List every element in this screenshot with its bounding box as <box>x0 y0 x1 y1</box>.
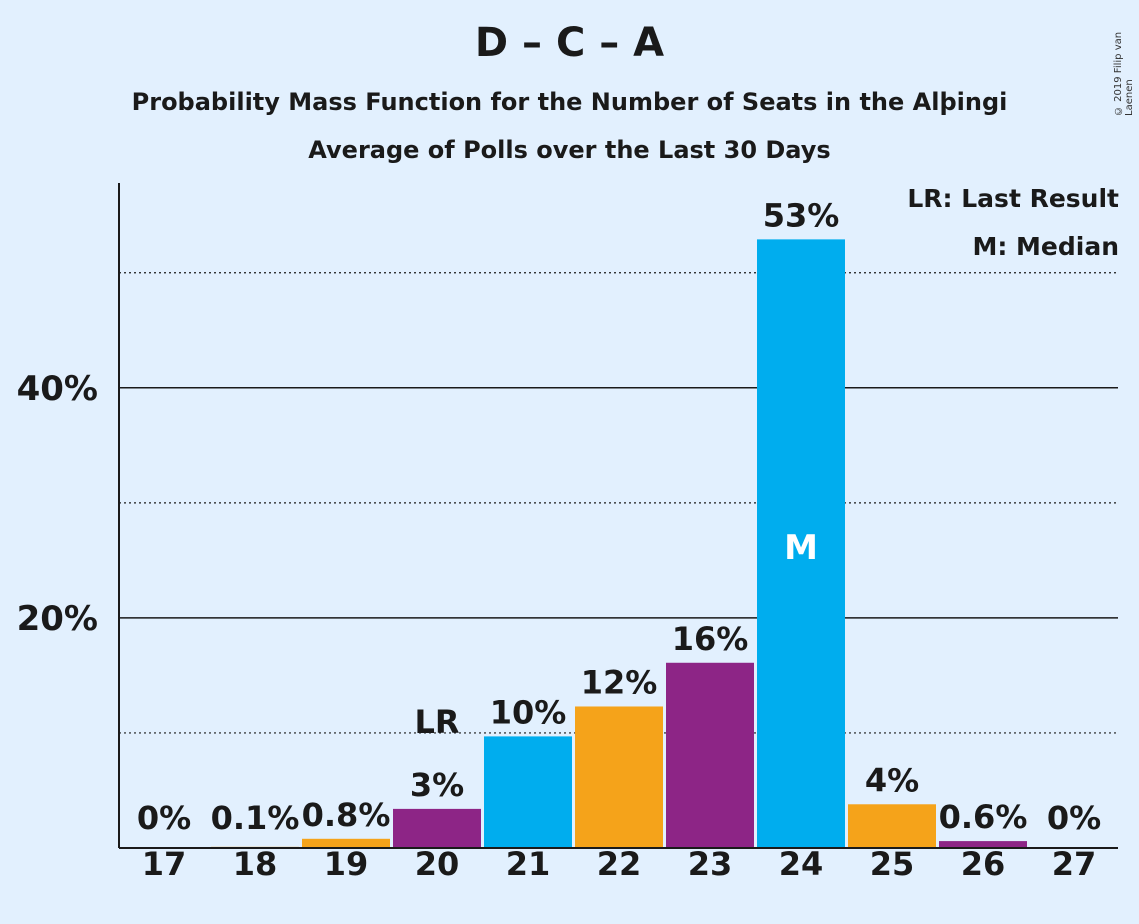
x-tick-label: 24 <box>779 845 824 883</box>
x-tick-label: 17 <box>142 845 187 883</box>
bar-value-label: 10% <box>490 693 567 731</box>
bar-value-label: 0.1% <box>211 799 300 837</box>
legend-median: M: Median <box>972 232 1119 261</box>
y-tick-label: 40% <box>17 369 98 409</box>
x-tick-label: 23 <box>688 845 733 883</box>
x-tick-label: 22 <box>597 845 642 883</box>
chart-subtitle-period: Average of Polls over the Last 30 Days <box>308 136 831 164</box>
bar-value-label: 0% <box>1047 799 1101 837</box>
x-tick-label: 21 <box>506 845 551 883</box>
y-tick-label: 20% <box>17 599 98 639</box>
x-tick-label: 27 <box>1052 845 1097 883</box>
bar-seat-25 <box>848 804 936 848</box>
bar-seat-20 <box>393 808 481 848</box>
chart-subtitle: Probability Mass Function for the Number… <box>131 88 1008 116</box>
bar-seat-21 <box>484 736 572 848</box>
bar-value-label: 4% <box>865 761 919 799</box>
median-marker: M <box>784 528 818 568</box>
x-tick-label: 25 <box>870 845 915 883</box>
bar-seat-23 <box>666 662 754 848</box>
bar-value-label: 3% <box>410 766 464 804</box>
bar-value-label: 12% <box>581 663 658 701</box>
bar-seat-19 <box>302 838 390 848</box>
bar-seat-26 <box>939 841 1027 848</box>
bar-seat-24 <box>757 239 845 848</box>
chart-title: D – C – A <box>474 20 665 66</box>
legend-last-result: LR: Last Result <box>907 184 1119 213</box>
last-result-marker: LR <box>414 703 459 741</box>
x-tick-label: 26 <box>961 845 1006 883</box>
bar-value-label: 53% <box>763 196 840 234</box>
bar-seat-22 <box>575 706 663 848</box>
x-tick-label: 18 <box>233 845 278 883</box>
x-tick-label: 20 <box>415 845 460 883</box>
x-tick-label: 19 <box>324 845 369 883</box>
bar-value-label: 0.6% <box>939 798 1028 836</box>
bar-value-label: 0% <box>137 799 191 837</box>
bar-value-label: 16% <box>672 620 749 658</box>
bar-value-label: 0.8% <box>302 796 391 834</box>
